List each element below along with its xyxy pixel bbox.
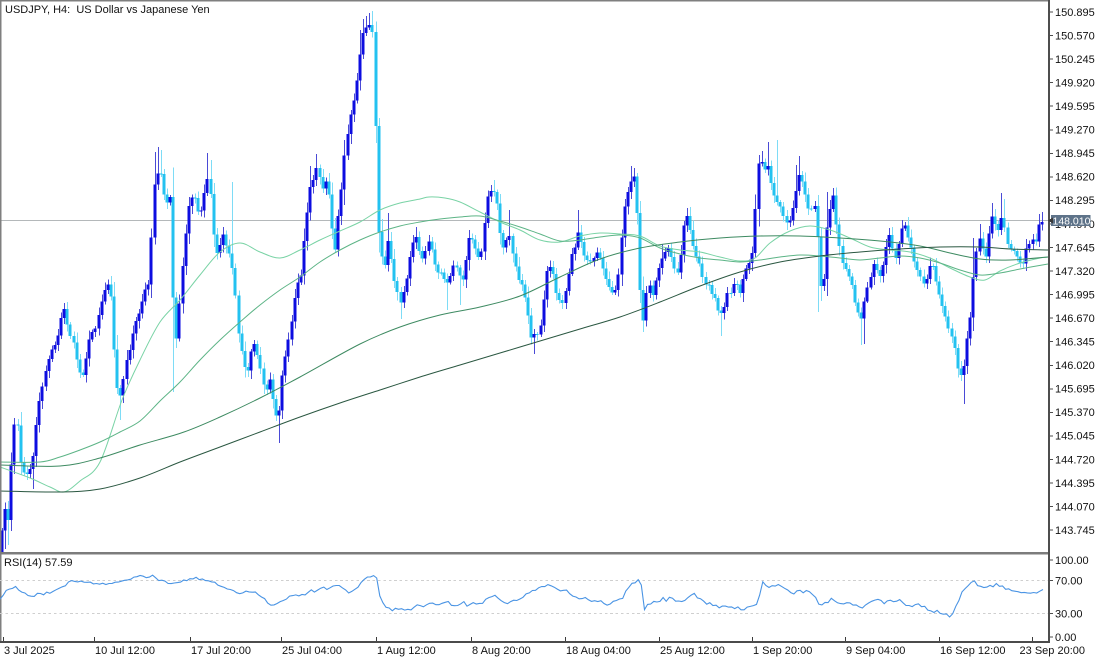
svg-text:RSI(14) 57.59: RSI(14) 57.59 — [4, 557, 72, 569]
svg-text:USDJPY, H4: US Dollar vs Japa: USDJPY, H4: US Dollar vs Japanese Yen — [5, 4, 210, 16]
svg-text:0.00: 0.00 — [1055, 632, 1076, 644]
svg-text:148.945: 148.945 — [1055, 148, 1095, 160]
svg-text:145.370: 145.370 — [1055, 407, 1095, 419]
svg-text:148.620: 148.620 — [1055, 172, 1095, 184]
svg-text:17 Jul 20:00: 17 Jul 20:00 — [191, 645, 251, 657]
svg-text:150.895: 150.895 — [1055, 7, 1095, 19]
svg-text:150.570: 150.570 — [1055, 30, 1095, 42]
svg-text:9 Sep 04:00: 9 Sep 04:00 — [846, 645, 905, 657]
svg-text:145.045: 145.045 — [1055, 431, 1095, 443]
svg-text:147.320: 147.320 — [1055, 266, 1095, 278]
svg-text:30.00: 30.00 — [1055, 608, 1083, 620]
svg-text:70.00: 70.00 — [1055, 575, 1083, 587]
svg-text:149.270: 149.270 — [1055, 125, 1095, 137]
svg-text:143.745: 143.745 — [1055, 525, 1095, 537]
svg-text:25 Aug 12:00: 25 Aug 12:00 — [660, 645, 725, 657]
svg-text:144.395: 144.395 — [1055, 478, 1095, 490]
svg-text:100.00: 100.00 — [1055, 555, 1089, 567]
svg-text:150.245: 150.245 — [1055, 54, 1095, 66]
svg-text:146.345: 146.345 — [1055, 337, 1095, 349]
svg-text:144.720: 144.720 — [1055, 454, 1095, 466]
svg-text:147.645: 147.645 — [1055, 242, 1095, 254]
svg-text:16 Sep 12:00: 16 Sep 12:00 — [940, 645, 1005, 657]
svg-text:145.695: 145.695 — [1055, 384, 1095, 396]
svg-text:148.295: 148.295 — [1055, 195, 1095, 207]
svg-text:146.995: 146.995 — [1055, 289, 1095, 301]
svg-text:3 Jul 2025: 3 Jul 2025 — [4, 645, 55, 657]
svg-text:148.010: 148.010 — [1053, 215, 1091, 227]
svg-text:146.020: 146.020 — [1055, 360, 1095, 372]
svg-text:149.920: 149.920 — [1055, 77, 1095, 89]
svg-text:25 Jul 04:00: 25 Jul 04:00 — [282, 645, 342, 657]
svg-text:1 Aug 12:00: 1 Aug 12:00 — [377, 645, 436, 657]
svg-text:149.595: 149.595 — [1055, 101, 1095, 113]
svg-text:1 Sep 20:00: 1 Sep 20:00 — [753, 645, 812, 657]
svg-text:18 Aug 04:00: 18 Aug 04:00 — [566, 645, 631, 657]
svg-text:144.070: 144.070 — [1055, 501, 1095, 513]
svg-text:8 Aug 20:00: 8 Aug 20:00 — [472, 645, 531, 657]
svg-text:23 Sep 20:00: 23 Sep 20:00 — [1020, 645, 1085, 657]
svg-text:10 Jul 12:00: 10 Jul 12:00 — [95, 645, 155, 657]
svg-text:146.670: 146.670 — [1055, 313, 1095, 325]
